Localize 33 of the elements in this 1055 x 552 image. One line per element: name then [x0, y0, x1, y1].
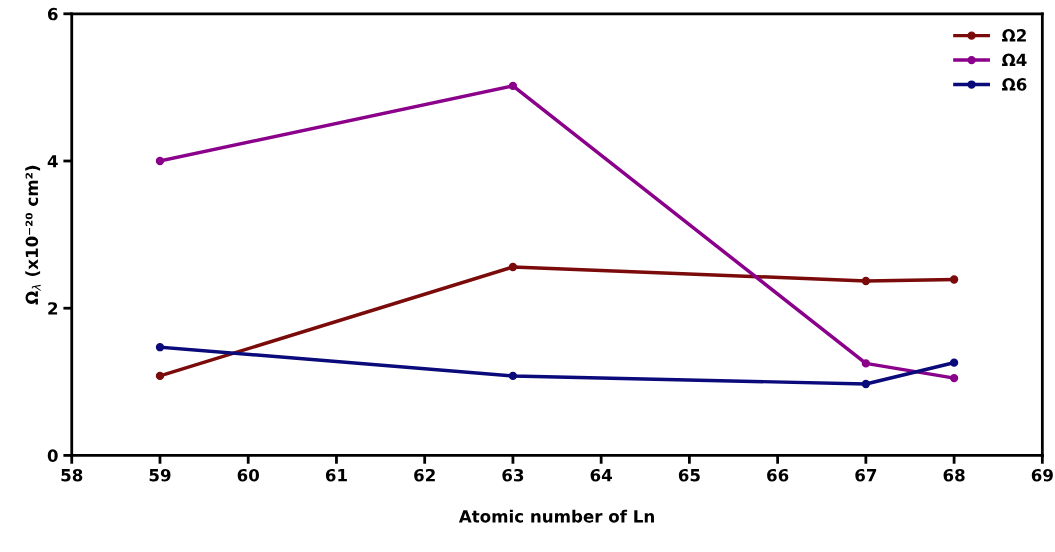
point	[155, 371, 165, 381]
x-tick-label: 63	[502, 468, 524, 482]
point	[508, 81, 518, 91]
legend-label: Ω2	[1002, 29, 1026, 42]
y-axis-title: Ω$_{λ}$ (x10⁻²⁰ cm²)	[25, 165, 41, 305]
legend-label: Ω6	[1002, 78, 1027, 91]
point	[949, 373, 959, 383]
point	[949, 358, 959, 367]
y-tick-label: 4	[47, 155, 58, 168]
y-tick-label: 0	[47, 449, 58, 462]
x-tick-label: 64	[590, 468, 612, 482]
x-tick-label: 68	[943, 468, 965, 482]
x-tick-label: 66	[767, 468, 789, 482]
legend-label: Ω4	[1002, 53, 1027, 66]
point	[861, 379, 871, 389]
y-tick-label: 2	[48, 302, 58, 315]
x-tick-label: 58	[61, 468, 83, 482]
point	[155, 343, 165, 352]
x-tick-label: 59	[149, 468, 171, 482]
x-tick-label: 67	[855, 468, 877, 482]
point	[861, 276, 871, 286]
x-tick-label: 62	[414, 468, 435, 482]
y-tick-label: 6	[47, 7, 58, 21]
x-axis-title: Atomic number of Ln	[458, 509, 654, 523]
x-tick-label: 69	[1031, 468, 1053, 482]
point	[861, 359, 871, 368]
point	[155, 156, 165, 166]
point	[949, 275, 959, 284]
point	[508, 371, 518, 381]
x-tick-label: 65	[678, 468, 700, 482]
x-tick-label: 61	[325, 468, 347, 482]
x-tick-label: 60	[237, 468, 260, 482]
point	[508, 262, 518, 272]
